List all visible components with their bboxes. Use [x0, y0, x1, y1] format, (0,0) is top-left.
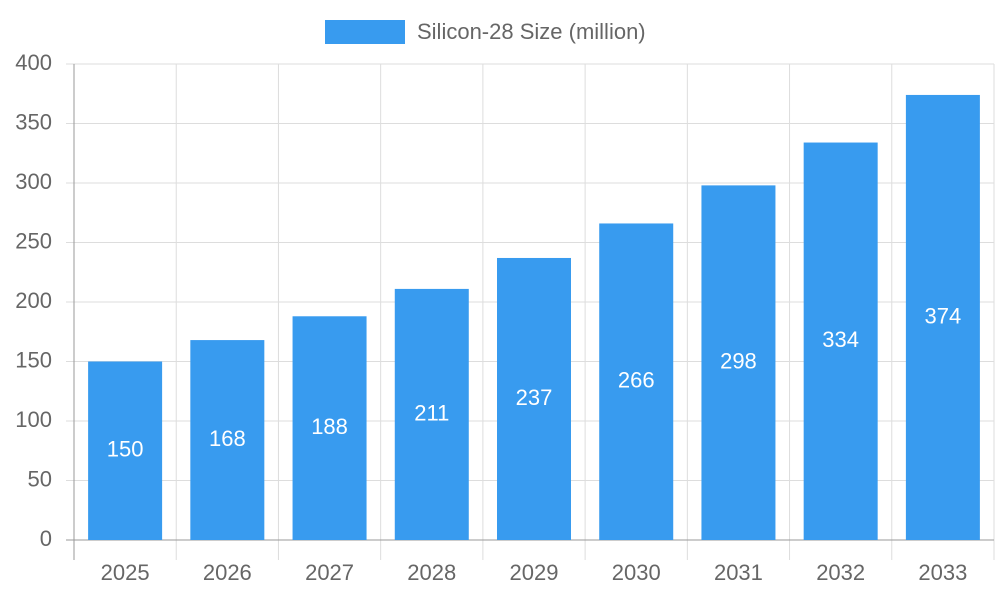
y-tick-label: 0 — [40, 526, 52, 551]
bar — [190, 340, 265, 540]
legend-swatch — [325, 20, 405, 44]
x-tick-label: 2029 — [510, 560, 559, 585]
bar — [497, 257, 571, 540]
y-tick-label: 400 — [15, 50, 52, 75]
data-label: 298 — [720, 349, 757, 374]
bar — [701, 185, 776, 540]
data-label: 374 — [925, 303, 962, 328]
x-tick-label: 2027 — [305, 560, 354, 585]
data-label: 211 — [414, 400, 449, 425]
x-tick-label: 2030 — [612, 560, 661, 585]
bar — [905, 94, 980, 540]
y-tick-label: 250 — [15, 228, 52, 253]
bar — [394, 288, 469, 540]
x-tick-label: 2025 — [101, 560, 150, 585]
data-label: 168 — [209, 426, 246, 451]
x-tick-label: 2032 — [816, 560, 865, 585]
data-label: 188 — [311, 414, 348, 439]
y-tick-label: 350 — [15, 109, 52, 134]
bar — [803, 142, 878, 541]
x-tick-label: 2033 — [918, 560, 967, 585]
bar — [88, 361, 163, 540]
x-tick-label: 2031 — [714, 560, 763, 585]
y-tick-label: 300 — [15, 169, 52, 194]
x-tick-label: 2028 — [407, 560, 456, 585]
data-label: 334 — [822, 327, 859, 352]
y-tick-label: 200 — [15, 288, 52, 313]
bar — [599, 223, 674, 540]
y-tick-label: 150 — [15, 347, 52, 372]
data-label: 237 — [516, 385, 553, 410]
bar — [292, 316, 367, 540]
data-label: 150 — [107, 437, 144, 462]
x-tick-label: 2026 — [203, 560, 252, 585]
y-tick-label: 100 — [15, 407, 52, 432]
data-label: 266 — [618, 368, 655, 393]
y-tick-label: 50 — [28, 466, 52, 491]
legend-label: Silicon-28 Size (million) — [417, 19, 646, 44]
